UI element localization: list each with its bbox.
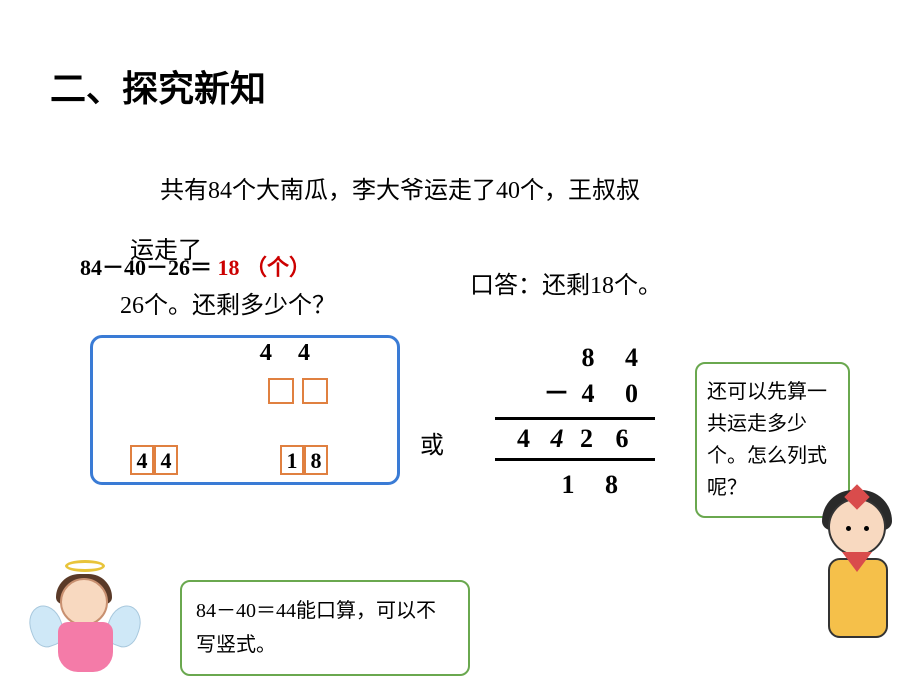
mid-4b: 4	[551, 424, 572, 453]
result-18: 18	[280, 445, 328, 475]
angel-illustration	[20, 560, 160, 690]
digit-box: 1	[280, 445, 304, 475]
speech-bubble-angel: 84－40＝44能口算，可以不写竖式。	[180, 580, 470, 676]
section-title: 二、探究新知	[50, 60, 870, 112]
angel-body	[58, 622, 113, 672]
empty-squares	[268, 378, 332, 409]
girl-illustration	[810, 480, 910, 680]
mid-4a: 4	[517, 424, 538, 453]
rule-line	[495, 458, 655, 461]
or-label: 或	[420, 425, 444, 460]
vert-row-mid: 4 4 2 6	[475, 424, 680, 454]
equation: 84－40－26＝ 18 （个）	[80, 250, 311, 282]
empty-square	[302, 378, 328, 404]
rule-line	[495, 417, 655, 420]
result-44: 44	[130, 445, 178, 475]
eye	[846, 526, 851, 531]
oral-answer: 口答：还剩18个。	[470, 265, 662, 300]
digit-box: 4	[154, 445, 178, 475]
eye	[864, 526, 869, 531]
problem-text: 共有84个大南瓜，李大爷运走了40个，王叔叔	[160, 172, 880, 210]
vert-row2: －4 0	[475, 376, 680, 412]
digit-box: 4	[130, 445, 154, 475]
left-calc-top: 4 4	[260, 340, 320, 367]
equation-answer: 18	[218, 255, 240, 280]
digit-box: 8	[304, 445, 328, 475]
slide: 二、探究新知 共有84个大南瓜，李大爷运走了40个，王叔叔 运走了 84－40－…	[0, 0, 920, 690]
vert-row1: 8 4	[475, 340, 680, 376]
calc-box-right: 8 4 －4 0 4 4 2 6 1 8	[475, 340, 680, 575]
equation-lhs: 84－40－26＝	[80, 255, 212, 280]
angel-head	[60, 578, 108, 626]
mid-minus2: 2	[580, 424, 601, 453]
equation-unit: （个）	[245, 255, 311, 280]
vert-row4: 1 8	[475, 467, 680, 503]
sub-problem: 26个。还剩多少个？	[120, 285, 336, 320]
mid-6: 6	[616, 424, 637, 453]
angel-halo	[65, 560, 105, 572]
empty-square	[268, 378, 294, 404]
problem-line1: 共有84个大南瓜，李大爷运走了40个，王叔叔	[160, 178, 640, 204]
